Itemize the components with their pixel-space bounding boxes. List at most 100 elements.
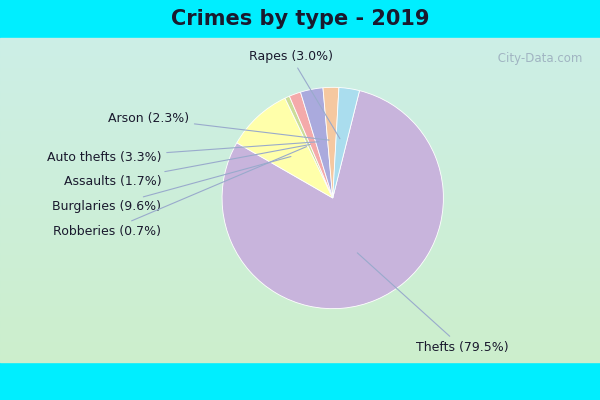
Bar [0,264,600,266]
Bar [0,75,600,77]
Bar [0,144,600,145]
Bar [0,187,600,188]
Bar [0,101,600,103]
Bar [0,152,600,154]
Bar [0,97,600,98]
Bar [0,90,600,91]
Bar [0,278,600,280]
Bar [0,150,600,151]
Bar [0,174,600,175]
Bar [0,192,600,194]
Bar [0,115,600,117]
Bar [0,140,600,142]
Bar [0,252,600,253]
Bar [0,182,600,184]
Bar [0,149,600,150]
Bar [0,235,600,237]
Bar [0,346,600,348]
Bar [0,310,600,311]
Bar [0,112,600,114]
Bar [0,236,600,238]
Bar [0,92,600,93]
Bar [0,332,600,334]
Bar [0,189,600,190]
Bar [0,212,600,213]
Bar [0,81,600,82]
Bar [0,244,600,245]
Bar [0,270,600,271]
Bar [0,124,600,126]
Bar [0,83,600,84]
Bar [0,45,600,47]
Bar [0,201,600,202]
Bar [0,292,600,294]
Bar [0,284,600,285]
Bar [0,146,600,147]
Bar [0,54,600,55]
Bar [0,336,600,337]
Bar [0,158,600,160]
Bar [0,154,600,156]
Bar [0,339,600,340]
Bar [0,272,600,274]
Bar [0,212,600,214]
Bar [0,64,600,65]
Bar [0,60,600,62]
Bar [0,259,600,260]
Bar [0,346,600,347]
Bar [0,66,600,67]
Bar [0,331,600,333]
Bar [0,148,600,149]
Bar [0,245,600,246]
Bar [0,352,600,353]
Bar [0,240,600,241]
Bar [0,354,600,356]
Bar [0,104,600,105]
Bar [0,204,600,206]
Bar [0,353,600,354]
Text: City-Data.com: City-Data.com [494,52,582,65]
Bar [0,177,600,178]
Bar [0,282,600,283]
Bar [0,344,600,346]
Bar [0,116,600,118]
Bar [0,186,600,187]
Bar [0,95,600,96]
Bar [0,288,600,290]
Bar [0,238,600,240]
Bar [0,362,600,400]
Bar [0,226,600,227]
Bar [0,106,600,107]
Bar [0,320,600,322]
Bar [0,338,600,339]
Bar [0,196,600,198]
Bar [0,304,600,306]
Bar [0,87,600,89]
Bar [0,155,600,157]
Bar [0,263,600,265]
Bar [0,198,600,200]
Bar [0,328,600,330]
Bar [0,114,600,116]
Bar [0,290,600,292]
Bar [0,206,600,208]
Bar [0,337,600,338]
Bar [0,291,600,293]
Bar [0,53,600,54]
Bar [0,161,600,162]
Bar [0,216,600,217]
Bar [0,343,600,345]
Bar [0,44,600,46]
Bar [0,55,600,56]
Bar [0,100,600,102]
Bar [0,129,600,131]
Bar [0,41,600,42]
Bar [0,351,600,352]
Bar [0,163,600,164]
Bar [0,137,600,138]
Bar [0,317,600,319]
Bar [0,46,600,48]
Bar [0,135,600,136]
Bar [0,70,600,72]
Bar [0,246,600,248]
